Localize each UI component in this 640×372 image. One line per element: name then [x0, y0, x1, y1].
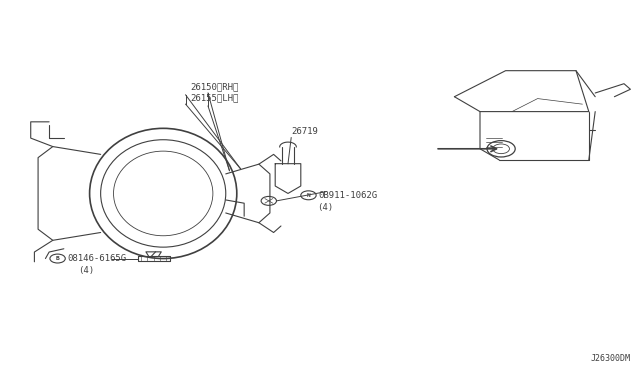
Text: J26300DM: J26300DM — [590, 354, 630, 363]
Text: B: B — [56, 256, 60, 261]
Text: 26719: 26719 — [291, 127, 318, 136]
Text: 26150〈RH〉: 26150〈RH〉 — [190, 82, 239, 91]
Text: (4): (4) — [317, 203, 333, 212]
Text: (4): (4) — [78, 266, 95, 275]
Text: N: N — [307, 193, 310, 198]
Text: 0B911-1062G: 0B911-1062G — [318, 191, 377, 200]
Text: 08146-6165G: 08146-6165G — [67, 254, 126, 263]
Text: 26155〈LH〉: 26155〈LH〉 — [190, 93, 239, 102]
